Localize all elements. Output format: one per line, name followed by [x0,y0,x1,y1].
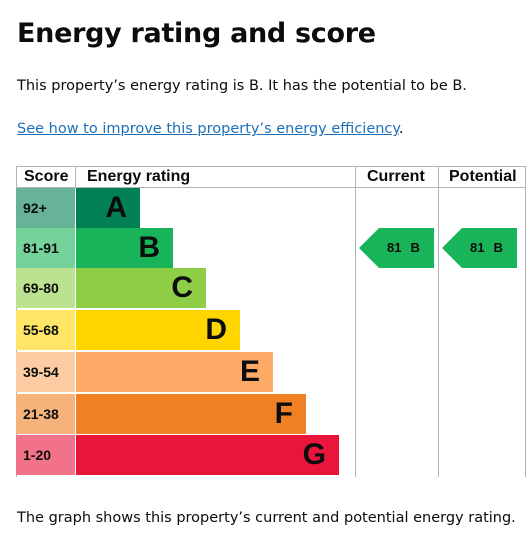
page-title: Energy rating and score [17,18,376,49]
score-range-g: 1-20 [16,435,75,475]
score-range-d: 55-68 [16,310,75,350]
improve-paragraph: See how to improve this property’s energ… [17,119,404,139]
rating-band-a: A [76,188,140,228]
improve-suffix: . [398,121,404,137]
chart-left-border [16,166,17,477]
score-column-divider [75,166,76,188]
chart-top-border [16,166,526,167]
chart-right-border [525,166,526,477]
improve-efficiency-link[interactable]: See how to improve this property’s energ… [17,121,399,137]
rating-band-g: G [76,435,339,475]
header-score: Score [24,168,69,185]
current-rating-letter: B [410,240,420,255]
rating-band-e: E [76,352,273,392]
score-range-a: 92+ [16,188,75,228]
current-rating-score: 81 [387,240,402,255]
potential-rating-score: 81 [470,240,485,255]
header-potential: Potential [449,168,517,185]
score-range-f: 21-38 [16,394,75,434]
score-range-c: 69-80 [16,268,75,308]
graph-description: The graph shows this property’s current … [17,510,516,526]
rating-band-d: D [76,310,240,350]
current-column-divider [355,166,356,477]
potential-column-divider [438,166,439,477]
potential-rating-letter: B [493,240,503,255]
rating-band-c: C [76,268,206,308]
header-current: Current [367,168,425,185]
score-range-b: 81-91 [16,228,75,268]
header-energy-rating: Energy rating [87,168,191,185]
rating-band-b: B [76,228,173,268]
score-range-e: 39-54 [16,352,75,392]
potential-rating-arrow: 81 B [442,228,517,268]
rating-band-f: F [76,394,306,434]
rating-summary: This property’s energy rating is B. It h… [17,78,467,94]
current-rating-arrow: 81 B [359,228,434,268]
chart-header-divider [16,187,526,188]
